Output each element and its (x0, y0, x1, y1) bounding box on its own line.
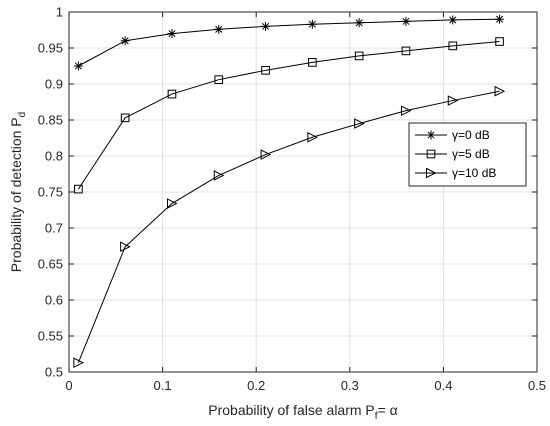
y-tick-label: 0.65 (38, 257, 63, 272)
y-tick-label: 0.55 (38, 329, 63, 344)
asterisk-stroke (308, 20, 316, 28)
data-point-asterisk (307, 19, 317, 29)
asterisk-stroke (121, 37, 129, 45)
series-line (77, 90, 500, 363)
data-point-triangle-right (166, 198, 178, 209)
y-tick-label: 0.9 (45, 77, 63, 92)
asterisk-stroke (496, 15, 504, 23)
legend-label: γ=0 dB (452, 128, 490, 142)
series-layer (73, 14, 506, 368)
data-point-square (401, 46, 411, 56)
data-point-triangle-right (494, 85, 506, 97)
asterisk-stroke (262, 22, 270, 30)
x-tick-label: 0.1 (154, 378, 172, 393)
series-2 (73, 85, 506, 368)
legend-marker (426, 149, 436, 159)
data-point-square (308, 58, 317, 67)
y-tick-label: 0.5 (45, 365, 63, 380)
data-point-square (354, 51, 364, 61)
data-point-triangle-right (73, 357, 84, 368)
asterisk-stroke (215, 25, 223, 33)
legend-label: γ=5 dB (452, 147, 490, 161)
x-axis-title-main: Probability of false alarm P (208, 402, 375, 418)
y-tick-label: 0.7 (45, 221, 63, 236)
x-axis-title: Probability of false alarm Pf= α (208, 402, 397, 422)
x-tick-label: 0.5 (528, 378, 546, 393)
asterisk-stroke (402, 17, 410, 25)
data-point-square (495, 37, 504, 46)
data-point-square (167, 89, 177, 99)
data-point-triangle-right (213, 170, 225, 181)
series-1 (74, 37, 504, 194)
y-tick-label: 0.75 (38, 185, 63, 200)
asterisk-stroke (449, 16, 457, 24)
x-tick-label: 0.3 (341, 378, 359, 393)
series-line (77, 41, 500, 190)
legend-item: γ=0 dB (415, 128, 490, 142)
data-point-triangle-right (260, 149, 272, 160)
data-point-asterisk (120, 36, 130, 46)
legend-marker (426, 167, 437, 179)
asterisk-stroke (74, 62, 82, 70)
y-tick-label: 0.8 (45, 149, 63, 164)
data-point-asterisk (401, 16, 411, 26)
legend-item: γ=10 dB (415, 166, 496, 180)
x-tick-label: 0.2 (247, 378, 265, 393)
y-tick-label: 0.85 (38, 113, 63, 128)
x-axis-title-subscript: f (375, 411, 378, 422)
x-axis-title-tail: = α (378, 402, 398, 418)
y-tick-label: 0.95 (38, 41, 63, 56)
data-point-triangle-right (400, 105, 412, 116)
data-point-asterisk (495, 14, 505, 24)
data-point-asterisk (261, 21, 271, 31)
data-point-asterisk (73, 61, 83, 71)
x-tick-label: 0 (65, 378, 72, 393)
series-0 (73, 14, 505, 71)
legend-item: γ=5 dB (415, 147, 490, 161)
data-point-asterisk (214, 24, 224, 34)
data-point-asterisk (448, 15, 458, 25)
series-line (78, 18, 500, 67)
asterisk-stroke (427, 131, 435, 139)
asterisk-stroke (168, 30, 176, 38)
asterisk-stroke (355, 19, 363, 27)
y-tick-label: 1 (56, 5, 63, 20)
data-point-square (448, 41, 458, 51)
data-point-asterisk (167, 29, 177, 39)
data-point-square (74, 184, 83, 194)
grid (68, 11, 538, 373)
data-point-triangle-right (354, 118, 365, 129)
data-point-triangle-right (447, 95, 459, 106)
data-point-square (214, 75, 224, 85)
y-axis-title: Probability of detection Pd (8, 112, 28, 272)
data-point-asterisk (354, 18, 364, 28)
data-point-triangle-right (120, 241, 131, 253)
axis-ticks: 0 0.1 0.2 0.3 0.4 0.5 0.5 0.55 0.6 0.65 0.7 0.75 0.8… (38, 5, 546, 394)
y-axis-title-main: Probability of detection P (8, 117, 24, 272)
data-point-square (120, 113, 130, 123)
y-axis-title-subscript: d (17, 112, 28, 118)
y-tick-label: 0.6 (45, 293, 63, 308)
legend-label: γ=10 dB (452, 166, 496, 180)
data-point-square (261, 65, 270, 75)
x-tick-label: 0.4 (434, 378, 452, 393)
legend: γ=0 dB γ=5 dB γ=10 dB (408, 122, 527, 187)
data-point-triangle-right (307, 131, 318, 143)
legend-marker (426, 130, 436, 140)
